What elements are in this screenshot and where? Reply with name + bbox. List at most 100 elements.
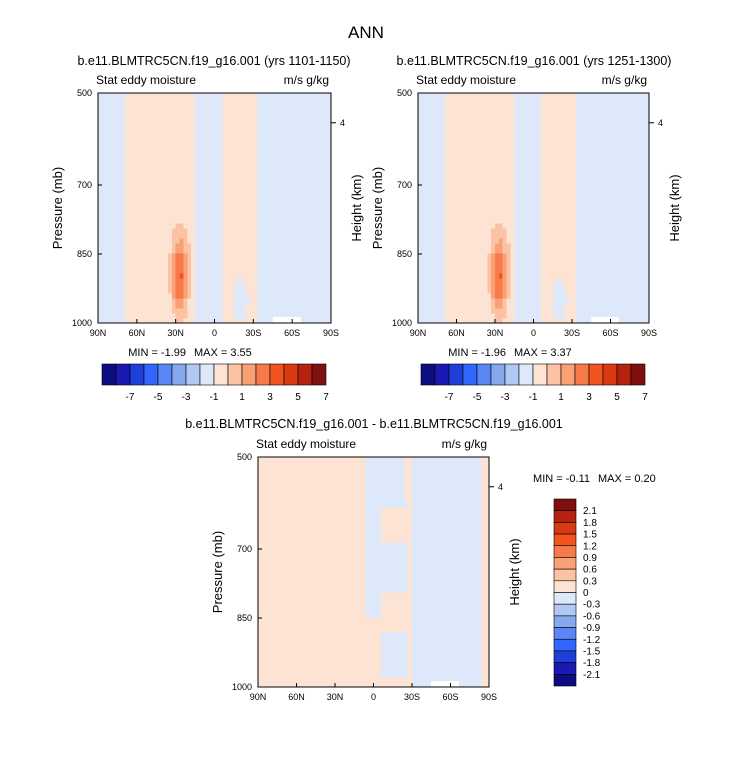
heatmap-cell bbox=[164, 118, 169, 124]
heatmap-cell bbox=[101, 213, 107, 219]
heatmap-cell bbox=[418, 108, 423, 114]
heatmap-cell bbox=[167, 158, 173, 164]
heatmap-cell bbox=[502, 188, 508, 194]
heatmap-cell bbox=[595, 178, 600, 184]
heatmap-cell bbox=[299, 253, 305, 259]
heatmap-cell bbox=[148, 98, 153, 104]
heatmap-cell bbox=[218, 213, 223, 219]
heatmap-cell bbox=[241, 303, 247, 309]
heatmap-cell bbox=[502, 128, 508, 134]
heatmap-cell bbox=[179, 98, 185, 104]
heatmap-cell bbox=[198, 223, 204, 229]
heatmap-cell bbox=[311, 248, 317, 254]
heatmap-cell bbox=[264, 138, 270, 144]
heatmap-cell bbox=[195, 163, 200, 169]
heatmap-cell bbox=[491, 273, 496, 279]
heatmap-cell bbox=[583, 228, 588, 234]
heatmap-cell bbox=[483, 308, 488, 314]
heatmap-cell bbox=[214, 238, 219, 244]
heatmap-cell bbox=[105, 303, 111, 309]
heatmap-cell bbox=[237, 93, 243, 99]
heatmap-cell bbox=[276, 103, 282, 109]
heatmap-cell bbox=[456, 103, 461, 109]
heatmap-cell bbox=[444, 183, 450, 189]
heatmap-cell bbox=[257, 173, 262, 179]
heatmap-cell bbox=[579, 153, 585, 159]
heatmap-cell bbox=[175, 243, 181, 249]
heatmap-cell bbox=[418, 163, 423, 169]
heatmap-cell bbox=[564, 148, 569, 154]
heatmap-cell bbox=[183, 218, 188, 224]
heatmap-cell bbox=[175, 283, 181, 289]
heatmap-cell bbox=[132, 303, 138, 309]
heatmap-cell bbox=[272, 128, 278, 134]
heatmap-cell bbox=[109, 263, 115, 269]
heatmap-cell bbox=[195, 113, 200, 119]
heatmap-cell bbox=[460, 168, 465, 174]
heatmap-cell bbox=[257, 148, 262, 154]
heatmap-cell bbox=[315, 313, 320, 319]
heatmap-cell bbox=[268, 248, 274, 254]
heatmap-cell bbox=[533, 248, 538, 254]
heatmap-cell bbox=[441, 193, 446, 199]
heatmap-cell bbox=[109, 198, 115, 204]
heatmap-cell bbox=[564, 128, 569, 134]
heatmap-cell bbox=[327, 228, 332, 234]
heatmap-cell bbox=[264, 128, 270, 134]
heatmap-cell bbox=[560, 228, 565, 234]
heatmap-cell bbox=[132, 218, 138, 224]
heatmap-cell bbox=[437, 138, 442, 144]
heatmap-cell bbox=[475, 168, 481, 174]
heatmap-cell bbox=[323, 118, 328, 124]
heatmap-cell bbox=[460, 268, 465, 274]
heatmap-cell bbox=[568, 273, 573, 279]
heatmap-cell bbox=[491, 133, 496, 139]
heatmap-cell bbox=[299, 208, 305, 214]
heatmap-cell bbox=[179, 288, 185, 294]
heatmap-cell bbox=[276, 143, 282, 149]
heatmap-cell bbox=[444, 198, 450, 204]
heatmap-cell bbox=[136, 268, 142, 274]
heatmap-cell bbox=[518, 143, 523, 149]
heatmap-cell bbox=[327, 308, 332, 314]
heatmap-cell bbox=[284, 283, 289, 289]
heatmap-cell bbox=[448, 258, 454, 264]
heatmap-cell bbox=[202, 133, 208, 139]
heatmap-cell bbox=[164, 163, 169, 169]
heatmap-cell bbox=[537, 258, 542, 264]
heatmap-cell bbox=[564, 278, 569, 284]
heatmap-cell bbox=[525, 273, 531, 279]
heatmap-cell bbox=[195, 288, 200, 294]
heatmap-cell bbox=[315, 268, 320, 274]
heatmap-cell bbox=[144, 208, 150, 214]
heatmap-cell bbox=[191, 298, 196, 304]
heatmap-cell bbox=[245, 303, 251, 309]
heatmap-cell bbox=[280, 198, 285, 204]
heatmap-cell bbox=[425, 308, 431, 314]
heatmap-cell bbox=[552, 313, 558, 319]
heatmap-cell bbox=[261, 133, 266, 139]
heatmap-cell bbox=[237, 243, 243, 249]
heatmap-cell bbox=[303, 178, 309, 184]
heatmap-cell bbox=[272, 298, 278, 304]
heatmap-cell bbox=[433, 93, 438, 99]
heatmap-cell bbox=[510, 303, 515, 309]
heatmap-cell bbox=[206, 278, 212, 284]
heatmap-cell bbox=[452, 93, 458, 99]
heatmap-cell bbox=[319, 193, 324, 199]
heatmap-cell bbox=[475, 93, 481, 99]
heatmap-cell bbox=[280, 193, 285, 199]
heatmap-cell bbox=[152, 203, 157, 209]
heatmap-cell bbox=[464, 133, 469, 139]
heatmap-cell bbox=[109, 313, 115, 319]
heatmap-cell bbox=[292, 223, 297, 229]
heatmap-cell bbox=[468, 183, 473, 189]
heatmap-cell bbox=[105, 173, 111, 179]
heatmap-cell bbox=[448, 253, 454, 259]
heatmap-cell bbox=[152, 113, 157, 119]
heatmap-cell bbox=[568, 148, 573, 154]
heatmap-cell bbox=[292, 103, 297, 109]
heatmap-cell bbox=[280, 173, 285, 179]
heatmap-cell bbox=[113, 138, 119, 144]
heatmap-cell bbox=[109, 223, 115, 229]
